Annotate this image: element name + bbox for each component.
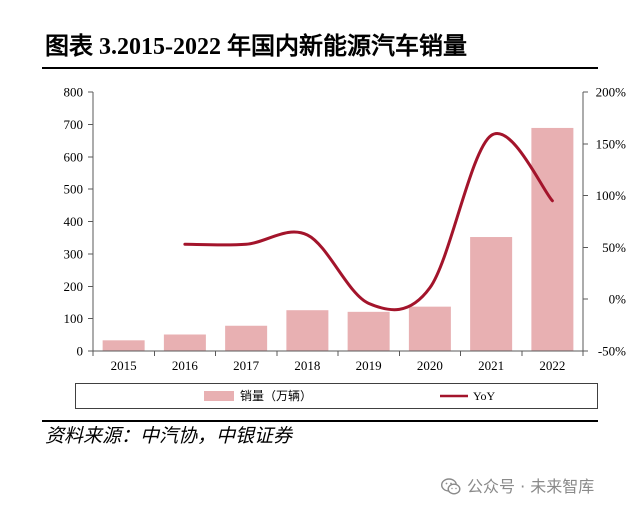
- x-tick-label: 2017: [233, 358, 260, 373]
- bar-2015: [102, 340, 145, 351]
- y-left-tick-label: 500: [64, 182, 84, 197]
- y-right-tick-label: 0%: [609, 292, 627, 307]
- x-tick-label: 2021: [478, 358, 504, 373]
- bar-2016: [163, 334, 206, 351]
- y-right-tick-label: 50%: [602, 240, 626, 255]
- y-left-tick-label: 100: [64, 311, 84, 326]
- watermark: 公众号 · 未来智库: [441, 477, 594, 497]
- y-right-ticks: -50% 0% 50% 100% 150% 200%: [583, 85, 626, 359]
- x-axis: 2015 2016 2017 2018 2019 2020 2021 2022: [92, 350, 584, 373]
- y-right-tick-label: 100%: [596, 188, 627, 203]
- y-left-tick-label: 400: [64, 214, 84, 229]
- y-left-tick-label: 800: [64, 85, 84, 100]
- bar-series: [102, 127, 574, 351]
- y-left-ticks: 0 100 200 300 400 500 600 700 800: [64, 85, 93, 359]
- title-underline: [42, 67, 598, 69]
- figure-title: 图表 3.2015-2022 年国内新能源汽车销量: [45, 34, 467, 60]
- bar-2018: [286, 310, 329, 351]
- x-tick-label: 2020: [417, 358, 443, 373]
- y-left-tick-label: 600: [64, 149, 84, 164]
- wechat-icon: [441, 478, 461, 495]
- x-tick-label: 2018: [294, 358, 320, 373]
- y-right-axis: -50% 0% 50% 100% 150% 200%: [582, 85, 626, 359]
- legend-bar-label: 销量（万辆）: [240, 389, 312, 403]
- x-tick-label: 2022: [539, 358, 565, 373]
- y-left-tick-label: 300: [64, 246, 84, 261]
- y-left-tick-label: 200: [64, 279, 84, 294]
- y-right-tick-label: 150%: [596, 136, 627, 151]
- bar-2019: [347, 311, 390, 351]
- x-tick-label: 2019: [356, 358, 382, 373]
- y-left-tick-label: 0: [77, 344, 84, 359]
- sales-yoy-combo-chart: 0 100 200 300 400 500 600 700 800 -50% 0% 50% 100% 1…: [64, 85, 626, 409]
- x-ticks: 2015 2016 2017 2018 2019 2020 2021 2022: [92, 351, 584, 373]
- source-divider: [42, 420, 598, 422]
- watermark-text: 公众号 · 未来智库: [467, 477, 595, 496]
- bar-2022: [531, 127, 574, 351]
- bar-2017: [225, 325, 268, 351]
- legend-box: [75, 383, 598, 409]
- bar-2021: [470, 237, 513, 351]
- y-left-axis: 0 100 200 300 400 500 600 700 800: [64, 85, 94, 359]
- legend: 销量（万辆） YoY: [75, 383, 598, 409]
- bar-2020: [408, 306, 451, 351]
- x-tick-label: 2015: [111, 358, 137, 373]
- legend-bar-swatch: [204, 391, 234, 401]
- y-right-tick-label: -50%: [598, 344, 626, 359]
- legend-line-label: YoY: [473, 389, 495, 403]
- y-left-tick-label: 700: [64, 117, 84, 132]
- x-tick-label: 2016: [172, 358, 199, 373]
- y-right-tick-label: 200%: [596, 85, 627, 100]
- source-note: 资料来源：中汽协，中银证券: [45, 426, 293, 447]
- yoy-series-line: [183, 132, 554, 312]
